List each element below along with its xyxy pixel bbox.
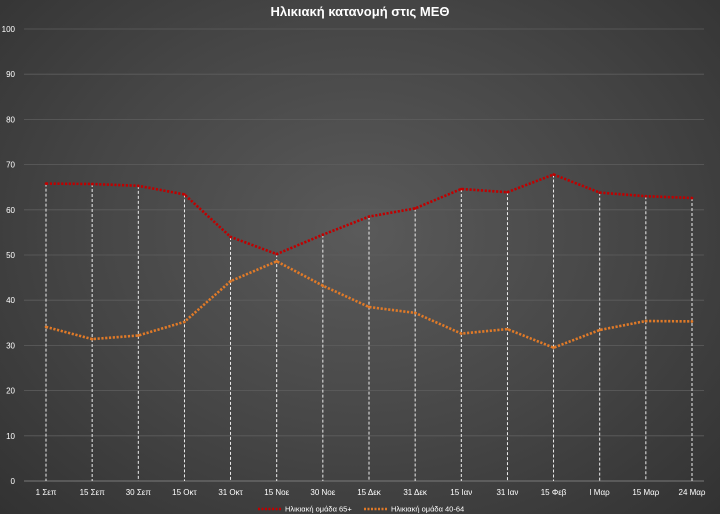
legend: Ηλικιακή ομάδα 65+ Ηλικιακή ομάδα 40-64 bbox=[258, 505, 464, 514]
y-tick-label: 0 bbox=[11, 477, 16, 486]
x-tick-label: 15 Νοε bbox=[264, 488, 289, 497]
legend-label: Ηλικιακή ομάδα 40-64 bbox=[391, 505, 464, 514]
data-point bbox=[506, 190, 509, 194]
data-point bbox=[459, 187, 463, 191]
x-tick-label: 15 Δεκ bbox=[357, 488, 382, 497]
series-0 bbox=[44, 173, 694, 256]
data-point bbox=[367, 305, 371, 309]
y-tick-label: 80 bbox=[6, 115, 15, 124]
data-point bbox=[136, 334, 140, 337]
data-point bbox=[413, 311, 417, 315]
data-point bbox=[413, 207, 417, 210]
y-tick-label: 50 bbox=[6, 251, 15, 260]
data-point bbox=[644, 319, 648, 323]
x-tick-label: 15 Οκτ bbox=[172, 488, 197, 497]
x-tick-label: 24 Μαρ bbox=[679, 488, 706, 497]
x-tick-label: l Μαρ bbox=[590, 488, 610, 497]
data-point bbox=[183, 193, 186, 196]
chart-title: Ηλικιακή κατανομή στις ΜΕΘ bbox=[270, 4, 449, 19]
y-tick-label: 100 bbox=[2, 25, 16, 34]
data-point bbox=[275, 252, 279, 256]
data-point bbox=[552, 346, 555, 349]
data-point bbox=[690, 196, 694, 200]
data-point bbox=[644, 194, 648, 198]
y-tick-label: 30 bbox=[6, 341, 15, 350]
x-tick-label: 30 Σεπ bbox=[126, 488, 152, 497]
x-tick-label: 31 Ιαν bbox=[496, 488, 518, 497]
x-tick-label: 1 Σεπ bbox=[36, 488, 57, 497]
data-point bbox=[229, 235, 232, 239]
data-point bbox=[229, 279, 232, 283]
y-tick-label: 90 bbox=[6, 70, 15, 79]
data-point bbox=[367, 215, 371, 218]
y-tick-label: 60 bbox=[6, 206, 15, 215]
data-point bbox=[90, 182, 94, 186]
x-tick-label: 31 Οκτ bbox=[218, 488, 243, 497]
data-point bbox=[44, 182, 48, 185]
series-line bbox=[45, 259, 693, 350]
x-tick-label: 31 Δεκ bbox=[403, 488, 428, 497]
data-point bbox=[44, 325, 48, 329]
data-point bbox=[321, 284, 325, 288]
data-point bbox=[598, 328, 602, 332]
y-tick-label: 70 bbox=[6, 161, 15, 170]
data-point bbox=[690, 320, 694, 323]
data-point bbox=[459, 332, 463, 335]
x-axis-ticks: 1 Σεπ 15 Σεπ 30 Σεπ 15 Οκτ 31 Οκτ 15 Νοε 30 Νο… bbox=[36, 488, 706, 497]
data-point bbox=[183, 320, 186, 324]
data-point bbox=[90, 337, 94, 341]
y-tick-label: 40 bbox=[6, 296, 15, 305]
legend-label: Ηλικιακή ομάδα 65+ bbox=[285, 505, 352, 514]
y-tick-label: 10 bbox=[6, 432, 15, 441]
x-tick-label: 15 Σεπ bbox=[80, 488, 106, 497]
x-tick-label: 15 Φεβ bbox=[541, 488, 567, 497]
series-lines bbox=[44, 173, 694, 350]
gridlines bbox=[24, 28, 704, 482]
y-tick-label: 20 bbox=[6, 387, 15, 396]
data-point bbox=[136, 184, 140, 188]
x-tick-label: 15 Μαρ bbox=[632, 488, 659, 497]
category-dropdown-lines bbox=[45, 174, 693, 481]
data-point bbox=[275, 260, 279, 263]
data-point bbox=[321, 233, 325, 236]
data-point bbox=[506, 327, 509, 331]
x-tick-label: 15 Ιαν bbox=[450, 488, 472, 497]
data-point bbox=[598, 191, 602, 194]
data-point bbox=[552, 173, 555, 176]
y-axis-ticks: 0 10 20 30 40 50 60 70 80 90 100 bbox=[2, 25, 16, 486]
x-tick-label: 30 Νοε bbox=[310, 488, 335, 497]
series-1 bbox=[44, 259, 694, 350]
